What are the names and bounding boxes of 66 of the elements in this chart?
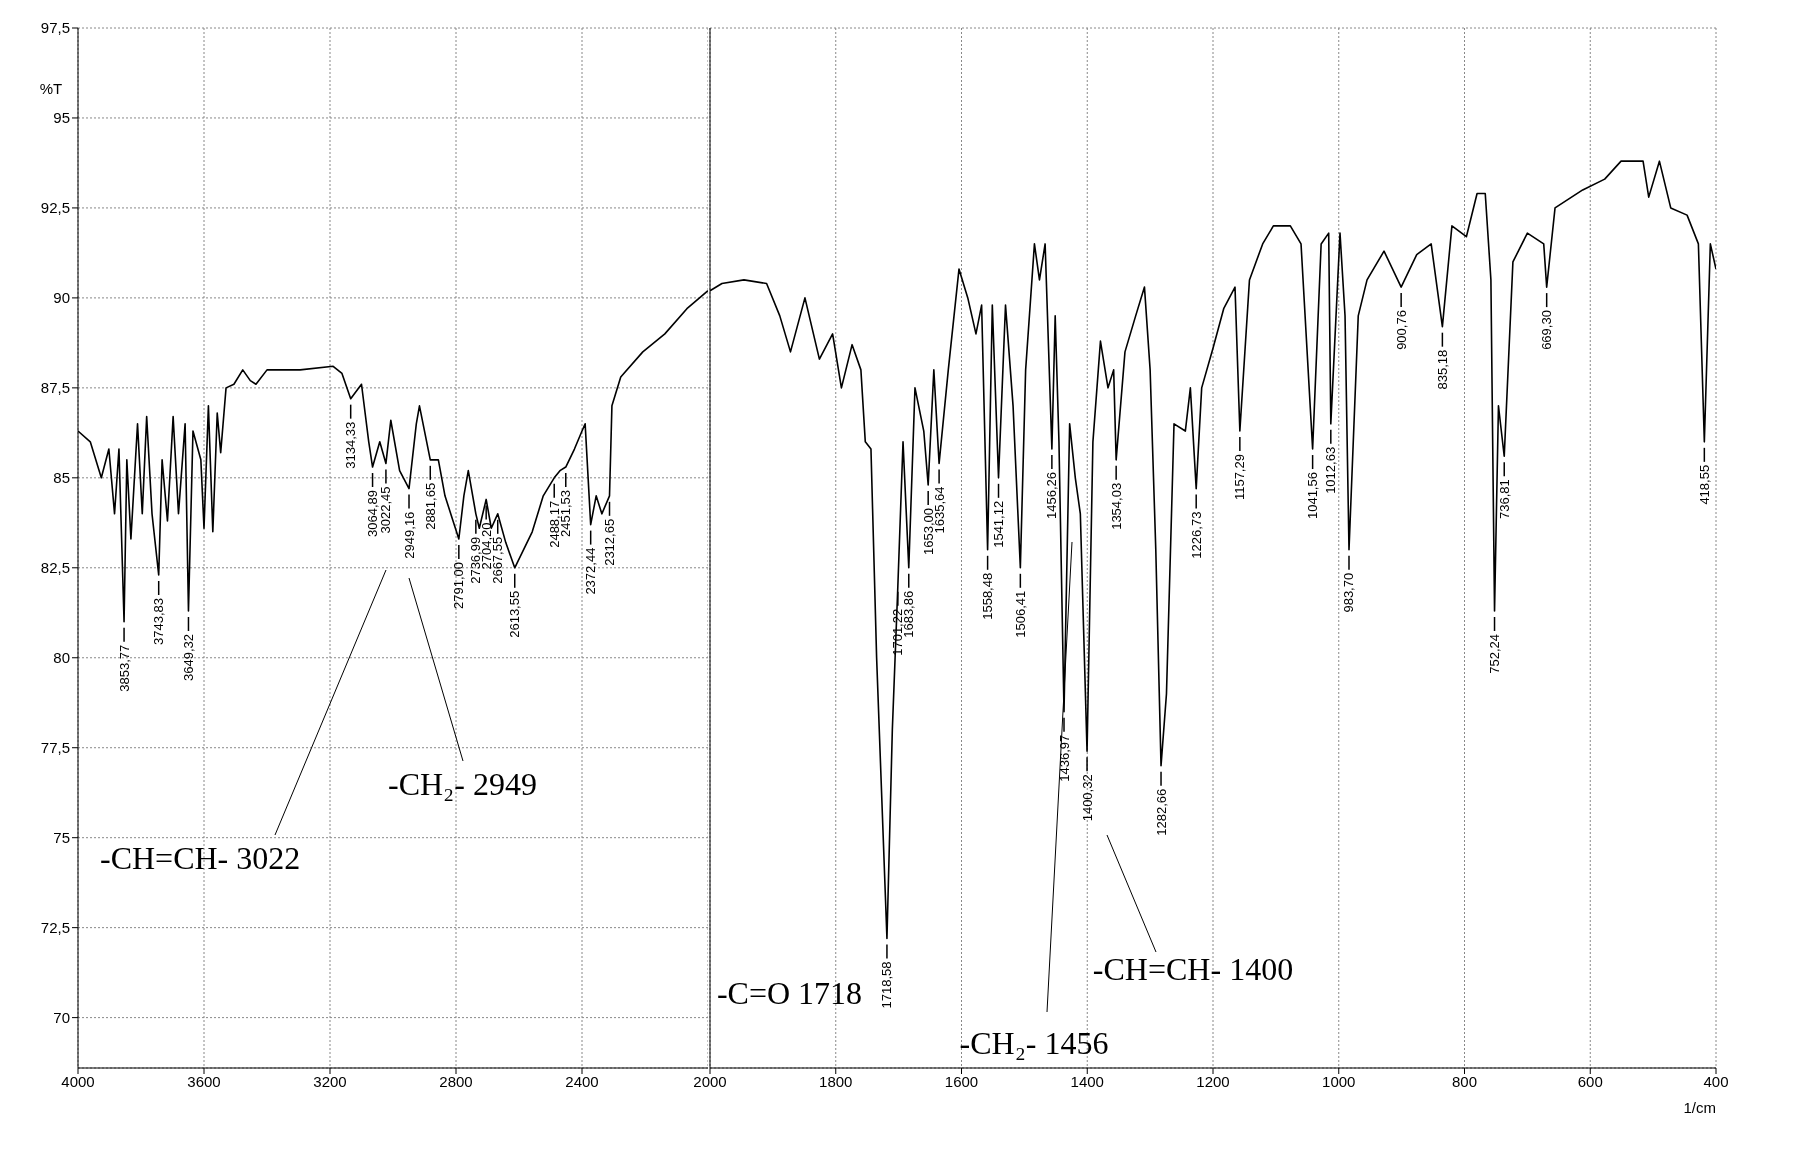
annotation: 900,76 (1393, 310, 1409, 350)
x-tick-label: 3200 (313, 1072, 347, 1090)
y-tick-label: 85 (53, 469, 70, 487)
y-tick-label: 97,5 (40, 19, 70, 37)
y-tick-label: 70 (53, 1008, 70, 1026)
annotation: 1400,32 (1079, 774, 1095, 822)
annotation: 1354,03 (1108, 482, 1124, 530)
annotation: 2488,17 (546, 500, 562, 548)
x-tick-label: 2800 (439, 1072, 473, 1090)
annotation: -CH=CH- 1400 (1092, 951, 1294, 987)
annotation: 1558,48 (980, 572, 996, 620)
annotation: 669,30 (1539, 310, 1555, 350)
annotation: 1506,41 (1012, 590, 1028, 638)
x-tick-label: 4000 (61, 1072, 95, 1090)
annotation: 1436,97 (1056, 734, 1072, 782)
annotation: 2613,55 (507, 590, 523, 638)
y-tick-label: 75 (53, 829, 70, 847)
annotation: -C=O 1718 (716, 975, 863, 1012)
annotation: 2881,65 (422, 482, 438, 530)
annotation: 3134,33 (343, 421, 359, 469)
x-tick-label: 400 (1703, 1072, 1729, 1090)
annotation: 1718,58 (879, 961, 895, 1009)
annotation: 2791,00 (451, 562, 467, 609)
annotation: 2949,16 (401, 511, 417, 559)
annotation: 1541,12 (991, 500, 1007, 548)
annotation: -CH₂- 1456 (959, 1025, 1109, 1061)
annotation: 2312,65 (602, 518, 618, 566)
annotation: -CH₂- 2949 (388, 766, 537, 802)
annotation: 983,70 (1341, 572, 1357, 613)
x-tick-label: 1400 (1070, 1072, 1104, 1090)
y-axis-title: %T (39, 79, 63, 97)
annotation: 736,81 (1496, 479, 1512, 519)
x-tick-label: 1000 (1322, 1072, 1356, 1090)
annotation: 835,18 (1434, 349, 1450, 390)
annotation: 2372,44 (583, 547, 599, 595)
x-axis-title: 1/cm (1683, 1099, 1716, 1116)
y-tick-label: 72,5 (40, 918, 70, 936)
x-tick-label: 2000 (693, 1072, 727, 1090)
annotation: 1157,29 (1232, 454, 1248, 501)
y-tick-label: 87,5 (40, 379, 70, 397)
x-tick-label: 3600 (187, 1072, 221, 1090)
annotation: 418,55 (1696, 464, 1712, 505)
x-tick-label: 2400 (565, 1072, 599, 1090)
annotation: 3064,89 (365, 490, 381, 538)
x-tick-label: 1200 (1196, 1072, 1230, 1090)
y-tick-label: 92,5 (40, 199, 70, 217)
annotation: 1282,66 (1153, 788, 1169, 836)
x-tick-label: 1800 (819, 1072, 853, 1090)
y-tick-label: 77,5 (40, 739, 70, 757)
annotation: 3743,83 (151, 597, 167, 645)
y-tick-label: 80 (53, 649, 70, 667)
annotation: -CH=CH- 3022 (100, 840, 301, 876)
annotation: 1226,73 (1188, 511, 1204, 559)
y-tick-label: 90 (53, 289, 70, 307)
annotation: 1012,63 (1323, 446, 1339, 494)
annotation: 3022,45 (378, 486, 394, 534)
annotation: 752,24 (1487, 633, 1503, 674)
y-tick-label: 82,5 (40, 559, 70, 577)
y-tick-label: 95 (53, 109, 70, 127)
annotation: 1456,26 (1044, 472, 1060, 520)
x-tick-label: 1600 (944, 1072, 979, 1090)
x-tick-label: 800 (1451, 1072, 1478, 1090)
annotation: 3649,32 (180, 633, 196, 681)
annotation: 3853,77 (116, 644, 132, 692)
annotation: 1041,56 (1305, 472, 1321, 520)
x-tick-label: 600 (1577, 1072, 1603, 1090)
